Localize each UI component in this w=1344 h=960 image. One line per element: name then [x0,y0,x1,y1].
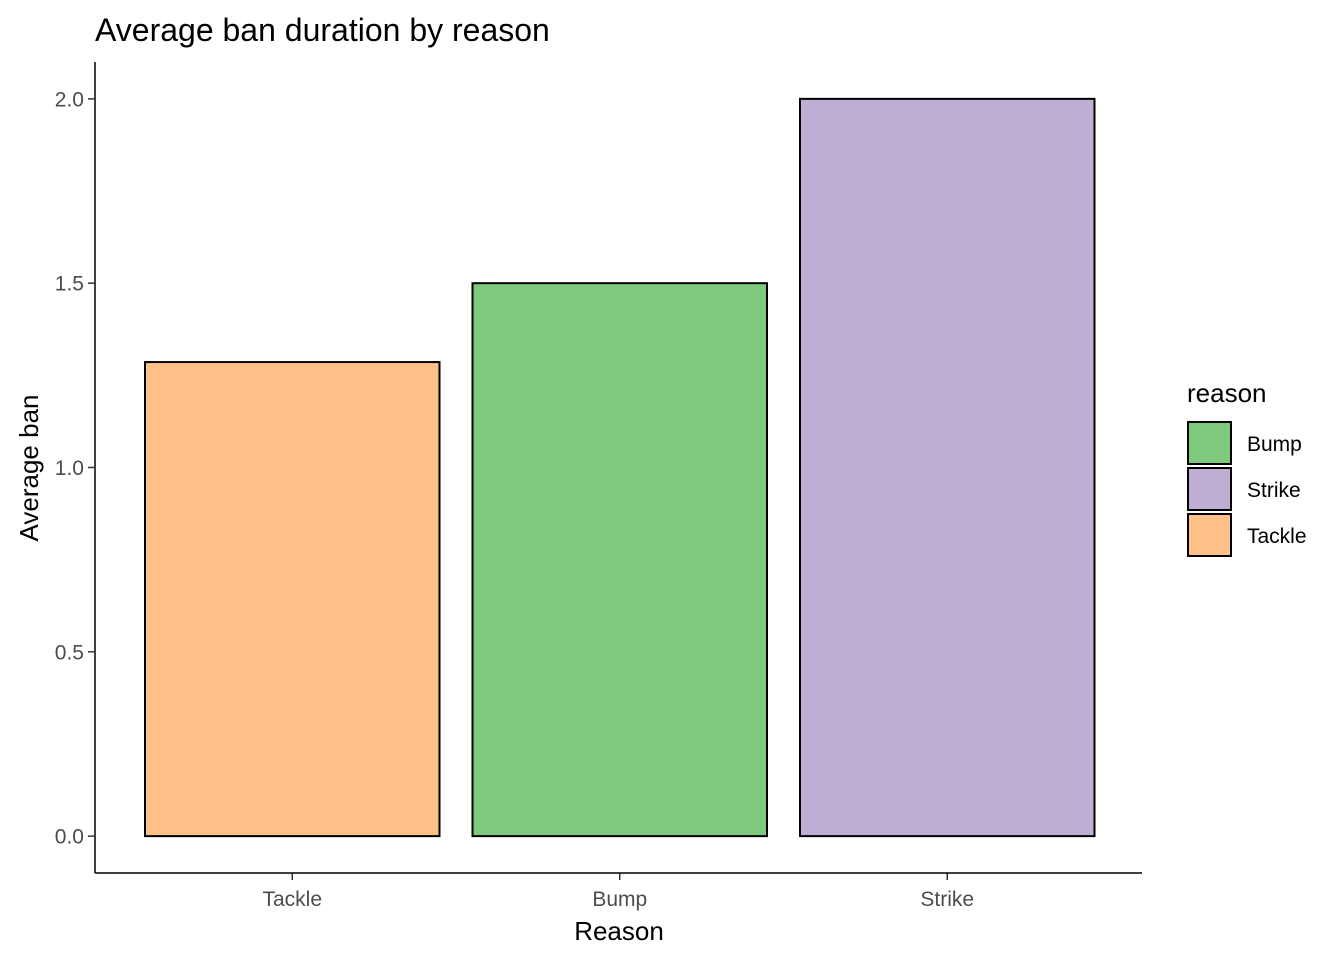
chart-title: Average ban duration by reason [95,12,550,48]
legend-title: reason [1187,378,1267,408]
y-tick-label-2: 1.0 [55,457,84,480]
bar-tackle [144,361,441,838]
x-tick-label-tackle: Tackle [262,888,322,911]
legend-key-strike [1187,467,1232,511]
y-tick-label-3: 1.5 [55,273,84,296]
bar-strike [799,97,1096,838]
y-tick-label-0: 0.0 [55,826,84,849]
axes-layer: Tackle Bump Strike 0.0 0.5 1.0 1.5 2.0 [55,62,1142,911]
y-tick-label-4: 2.0 [55,88,84,111]
legend-key-bump [1187,421,1232,465]
y-axis-title: Average ban [14,395,44,542]
y-tick-label-1: 0.5 [55,641,84,664]
legend-label-tackle: Tackle [1247,525,1307,548]
legend-key-tackle [1187,513,1232,557]
x-tick-label-bump: Bump [592,888,647,911]
bars-layer [144,97,1096,838]
legend: reason Bump Strike Tackle [1187,378,1307,557]
x-tick-label-strike: Strike [920,888,974,911]
x-axis-title: Reason [574,916,664,946]
legend-label-bump: Bump [1247,433,1302,456]
legend-label-strike: Strike [1247,479,1301,502]
bar-bump [471,282,768,838]
